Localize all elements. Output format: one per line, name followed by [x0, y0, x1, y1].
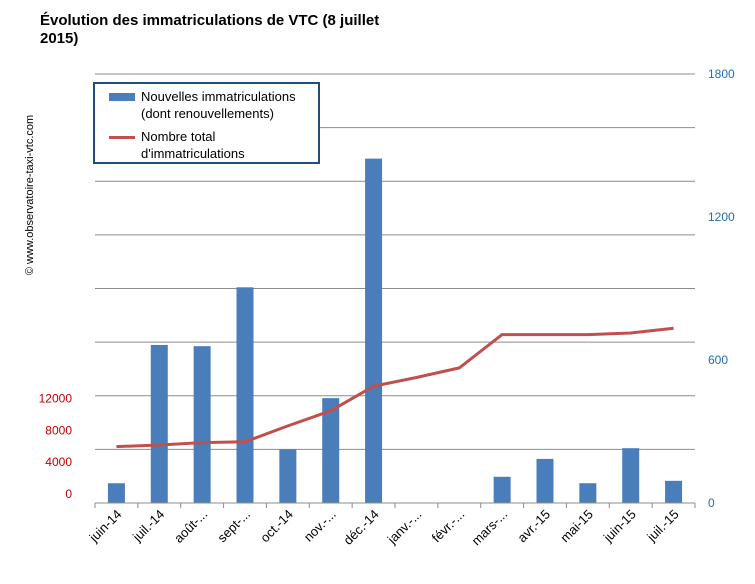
- left-tick-labels: 0 4000 8000 12000: [39, 392, 73, 501]
- right-tick-label: 1200: [708, 210, 735, 224]
- bar: [665, 480, 683, 503]
- x-tick-label: sept-...: [214, 507, 253, 546]
- x-tick-label: avr.-15: [514, 507, 553, 546]
- legend-line-swatch: [109, 136, 135, 139]
- left-tick-label: 0: [65, 487, 72, 501]
- x-tick-label: janv.-...: [384, 507, 425, 548]
- legend-bar-label: Nouvelles immatriculations (dont renouve…: [141, 88, 321, 122]
- right-tick-label: 1800: [708, 67, 735, 81]
- x-tick-label: juin-14: [86, 507, 125, 546]
- x-tick-label: oct.-14: [257, 507, 296, 546]
- axes: [94, 502, 696, 508]
- bar: [579, 483, 597, 503]
- x-tick-label: juil.-14: [129, 507, 167, 545]
- x-tick-label: juil.-15: [643, 507, 681, 545]
- right-tick-labels: 0 600 1200 1800: [708, 67, 735, 510]
- bar-series: [107, 158, 683, 503]
- x-tick-label: mai-15: [557, 507, 596, 546]
- bar: [493, 476, 511, 503]
- x-tick-label: juin-15: [600, 507, 639, 546]
- right-tick-label: 600: [708, 353, 728, 367]
- bar: [322, 398, 340, 503]
- bar: [107, 483, 125, 503]
- bar: [150, 344, 168, 503]
- x-tick-label: nov.-...: [301, 507, 339, 545]
- legend-bar-label-line2: (dont renouvellements): [141, 106, 274, 121]
- legend-bar-label-line1: Nouvelles immatriculations: [141, 89, 296, 104]
- legend: Nouvelles immatriculations (dont renouve…: [93, 82, 320, 164]
- x-tick-label: déc.-14: [340, 507, 381, 548]
- line-path: [116, 326, 674, 449]
- legend-bar-swatch: [109, 93, 135, 101]
- right-tick-label: 0: [708, 496, 715, 510]
- left-tick-label: 8000: [45, 423, 72, 437]
- x-tick-label: août-...: [171, 507, 210, 546]
- bar: [279, 449, 297, 503]
- bar: [236, 287, 254, 503]
- bar: [365, 158, 383, 503]
- bar: [193, 346, 211, 503]
- legend-line-label-line2: d'immatriculations: [141, 146, 245, 161]
- left-tick-label: 4000: [45, 455, 72, 469]
- bar: [536, 458, 554, 503]
- legend-line-label: Nombre total d'immatriculations: [141, 128, 321, 162]
- legend-line-label-line1: Nombre total: [141, 129, 216, 144]
- x-tick-label: févr.-...: [429, 507, 468, 546]
- x-tick-labels: juin-14 juil.-14 août-... sept-... oct.-14 no…: [86, 507, 682, 549]
- line-series: [116, 326, 674, 449]
- x-tick-label: mars-...: [469, 507, 511, 549]
- chart-title: Évolution des immatriculations de VTC (8…: [40, 12, 380, 47]
- bar: [622, 448, 640, 503]
- left-tick-label: 12000: [39, 392, 73, 406]
